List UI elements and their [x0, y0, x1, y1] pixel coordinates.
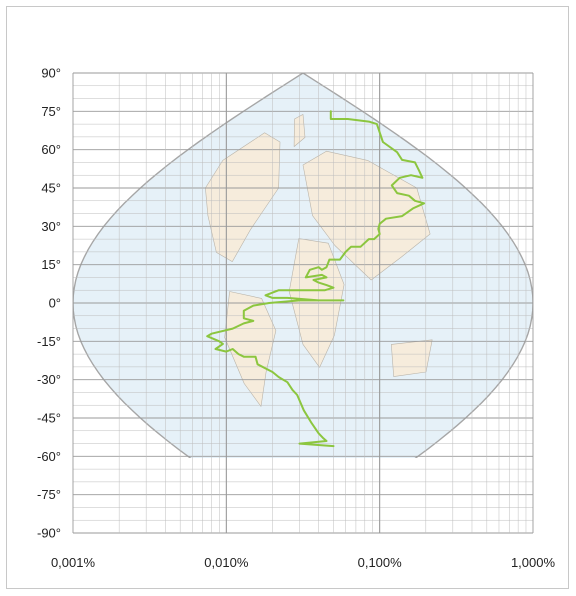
- y-tick-label: -45°: [37, 411, 61, 426]
- chart-frame: [6, 6, 569, 589]
- y-tick-label: 60°: [41, 142, 61, 157]
- x-tick-labels: 0,001% 0,010% 0,100% 1,000%: [51, 555, 556, 570]
- x-tick-label: 0,100%: [358, 555, 403, 570]
- y-tick-label: -15°: [37, 334, 61, 349]
- y-tick-label: -75°: [37, 487, 61, 502]
- grid-lines: [72, 72, 534, 534]
- y-tick-label: 90°: [41, 66, 61, 81]
- x-tick-label: 0,010%: [204, 555, 249, 570]
- y-tick-label: 45°: [41, 181, 61, 196]
- y-tick-label: 30°: [41, 219, 61, 234]
- y-tick-label: 75°: [41, 104, 61, 119]
- y-tick-labels: 90° 75° 60° 45° 30° 15° 0° -15° -30° -45° -60° -75°…: [37, 66, 61, 541]
- y-tick-label: 0°: [49, 296, 61, 311]
- x-tick-label: 0,001%: [51, 555, 96, 570]
- map-landmass: [268, 487, 339, 522]
- y-tick-label: 15°: [41, 257, 61, 272]
- map-landmass: [302, 150, 431, 281]
- x-tick-label: 1,000%: [511, 555, 556, 570]
- y-tick-label: -60°: [37, 449, 61, 464]
- y-tick-label: -90°: [37, 526, 61, 541]
- y-tick-label: -30°: [37, 372, 61, 387]
- series-group: [206, 110, 426, 448]
